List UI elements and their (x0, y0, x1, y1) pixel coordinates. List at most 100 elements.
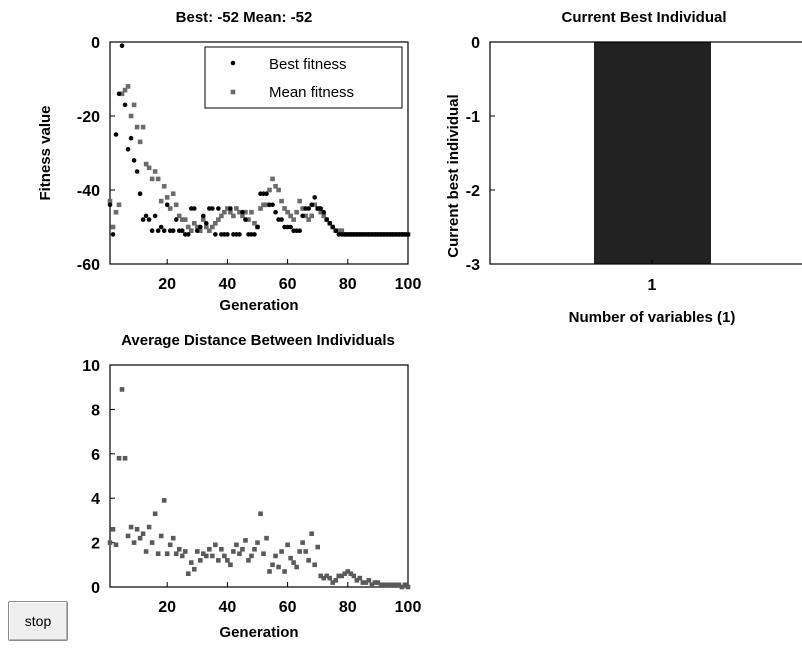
distance-point (125, 533, 131, 539)
mean-fitness-point (140, 124, 146, 130)
distance-point (366, 578, 372, 583)
distance-point (210, 553, 215, 559)
mean-fitness-point (134, 124, 140, 130)
best-fitness-point (149, 228, 155, 233)
distance-point (219, 546, 224, 552)
mean-fitness-point (113, 209, 119, 215)
distance-point (252, 546, 257, 552)
distance-point (309, 531, 314, 537)
distance-point (140, 531, 146, 537)
distance-point (375, 580, 381, 585)
best-fitness-point (300, 213, 305, 219)
mean-fitness-point (131, 102, 137, 108)
distance-point (110, 526, 116, 532)
distance-point (372, 580, 378, 585)
distance-point (249, 553, 254, 559)
best-individual-y-tick-label: -1 (466, 109, 480, 126)
distance-point (222, 553, 227, 559)
fitness-x-tick-label: 60 (279, 276, 297, 293)
mean-fitness-point (173, 202, 179, 208)
best-fitness-point (309, 202, 314, 208)
best-fitness-point (173, 217, 179, 222)
mean-fitness-point (261, 202, 266, 208)
best-fitness-point (297, 228, 302, 233)
distance-point (131, 540, 137, 545)
mean-fitness-point (273, 184, 278, 189)
mean-fitness-point (107, 198, 113, 204)
distance-point (152, 511, 158, 517)
best-fitness-point (185, 232, 191, 237)
best-fitness-point (191, 206, 197, 211)
distance-point (198, 558, 203, 563)
mean-fitness-point (194, 224, 200, 230)
distance-point (321, 575, 327, 581)
fitness-x-tick-label: 40 (218, 276, 236, 293)
distance-point (113, 542, 119, 548)
distance-point (213, 542, 218, 548)
best-fitness-point (240, 209, 245, 215)
distance-point (179, 553, 185, 559)
best-fitness-point (279, 217, 284, 222)
fitness-plot-legend: Best fitness Mean fitness (204, 46, 403, 109)
mean-fitness-point (285, 209, 290, 215)
distance-point (348, 571, 354, 576)
distance-y-tick-label: 0 (91, 580, 100, 597)
fitness-plot: Best: -52 Mean: -52 20 40 60 80 100 0 -20 -40 -… (37, 9, 421, 314)
distance-point (185, 571, 191, 576)
fitness-y-tick-label: -60 (77, 257, 100, 274)
best-fitness-point (116, 91, 122, 97)
distance-point (384, 582, 390, 588)
stop-button[interactable]: stop (8, 601, 68, 641)
mean-fitness-point (207, 228, 212, 233)
best-fitness-point (152, 213, 158, 219)
distance-point (306, 558, 311, 563)
distance-point (194, 549, 200, 554)
distance-point (399, 584, 405, 590)
distance-point (342, 571, 348, 576)
best-fitness-point (119, 43, 125, 48)
distance-point (333, 578, 339, 583)
best-fitness-point (204, 221, 209, 226)
legend-marker-mean (230, 89, 236, 95)
mean-fitness-point (185, 224, 191, 230)
fitness-plot-title: Best: -52 Mean: -52 (176, 9, 313, 26)
mean-fitness-point (161, 184, 167, 189)
mean-fitness-point (243, 209, 248, 215)
best-fitness-point (110, 232, 116, 237)
distance-point (345, 569, 351, 574)
mean-fitness-point (246, 217, 251, 222)
best-fitness-point (405, 232, 411, 237)
distance-point (327, 575, 333, 581)
distance-point (164, 551, 170, 556)
mean-fitness-point (191, 221, 197, 226)
distance-point (155, 551, 161, 556)
mean-fitness-point (125, 84, 131, 89)
best-fitness-point (125, 147, 131, 152)
mean-fitness-point (179, 217, 185, 222)
distance-point (315, 544, 320, 550)
best-fitness-point (273, 209, 278, 215)
distance-plot-title: Average Distance Between Individuals (121, 332, 395, 349)
distance-point (279, 549, 284, 554)
best-individual-title: Current Best Individual (561, 9, 726, 26)
distance-point (282, 569, 287, 574)
mean-fitness-point (258, 206, 263, 211)
fitness-plot-axes (109, 41, 409, 265)
mean-fitness-point (213, 221, 218, 226)
distance-point (336, 573, 342, 579)
best-fitness-point (155, 228, 161, 233)
distance-point (216, 558, 221, 563)
distance-point (330, 580, 336, 585)
mean-fitness-point (152, 169, 158, 174)
distance-y-tick-label: 6 (91, 447, 100, 464)
distance-point (146, 524, 152, 530)
best-fitness-point (198, 224, 203, 230)
distance-point (318, 573, 324, 579)
distance-point (402, 582, 408, 588)
distance-x-tick-label: 60 (279, 599, 297, 616)
best-individual-y-tick-label: -3 (466, 257, 480, 274)
best-fitness-point (194, 228, 200, 233)
best-fitness-point (321, 209, 327, 215)
mean-fitness-point (198, 228, 203, 233)
fitness-x-tick-label: 80 (339, 276, 357, 293)
